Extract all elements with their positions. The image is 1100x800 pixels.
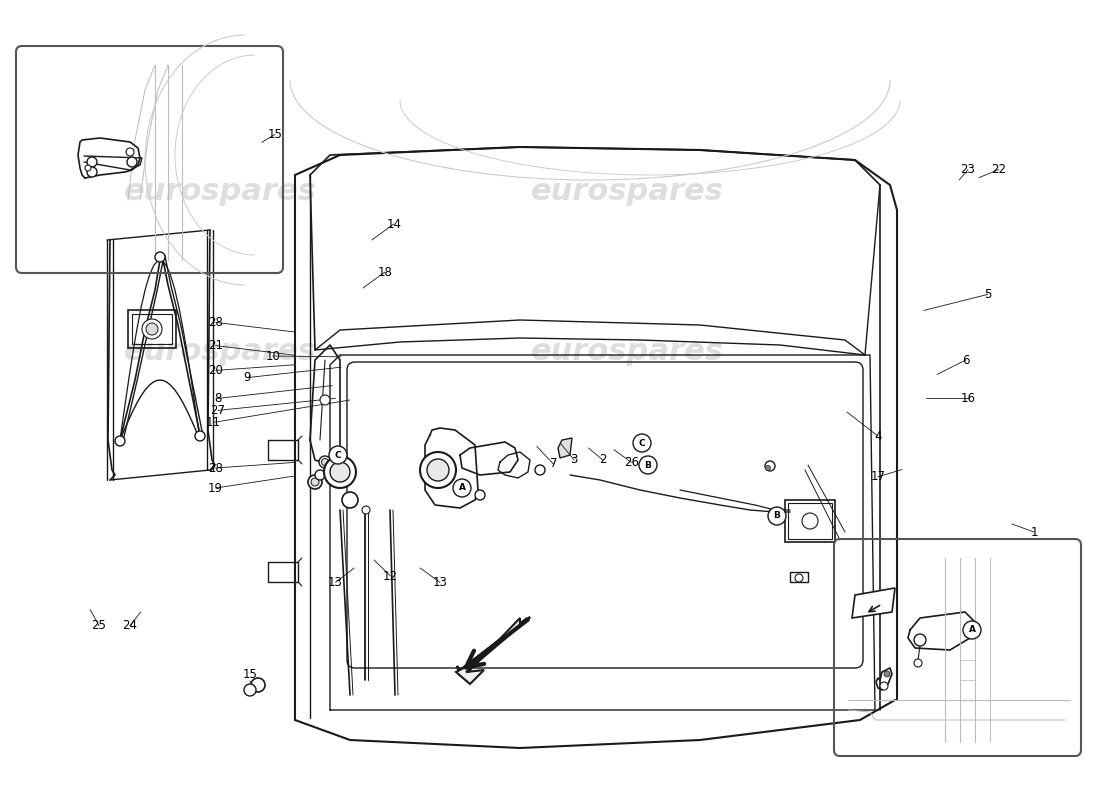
Bar (128, 310, 176, 348)
Text: 8: 8 (214, 392, 221, 405)
Text: B: B (645, 461, 651, 470)
Circle shape (914, 659, 922, 667)
Text: 7: 7 (550, 458, 557, 470)
Text: 19: 19 (208, 482, 223, 494)
Circle shape (116, 436, 125, 446)
Circle shape (535, 465, 544, 475)
Text: 18: 18 (377, 266, 393, 278)
Text: 15: 15 (267, 128, 283, 141)
Bar (790, 572, 808, 582)
Circle shape (453, 479, 471, 497)
Text: 28: 28 (208, 316, 223, 329)
Circle shape (126, 157, 138, 167)
Circle shape (880, 682, 888, 690)
Text: 2: 2 (600, 454, 606, 466)
Text: 14: 14 (386, 218, 402, 230)
Circle shape (155, 252, 165, 262)
Text: 20: 20 (208, 364, 223, 377)
Circle shape (914, 634, 926, 646)
Circle shape (142, 319, 162, 339)
Text: 10: 10 (265, 350, 280, 362)
Bar (788, 503, 832, 539)
Circle shape (362, 506, 370, 514)
Circle shape (632, 434, 651, 452)
Circle shape (320, 395, 330, 405)
Text: 23: 23 (960, 163, 976, 176)
Circle shape (962, 621, 981, 639)
Text: 17: 17 (870, 470, 886, 483)
Text: A: A (968, 626, 976, 634)
Text: eurospares: eurospares (530, 338, 724, 366)
Text: 3: 3 (571, 454, 578, 466)
Text: 21: 21 (208, 339, 223, 352)
Circle shape (884, 671, 890, 677)
Text: eurospares: eurospares (530, 178, 724, 206)
Text: 26: 26 (624, 456, 639, 469)
Circle shape (311, 478, 319, 486)
Text: 25: 25 (91, 619, 107, 632)
Text: 1: 1 (1031, 526, 1037, 538)
Circle shape (324, 456, 356, 488)
Text: 22: 22 (991, 163, 1006, 176)
Circle shape (126, 148, 134, 156)
Circle shape (768, 507, 786, 525)
Text: 9: 9 (244, 371, 251, 384)
Text: eurospares: eurospares (123, 178, 317, 206)
Text: 13: 13 (328, 576, 343, 589)
Text: 13: 13 (432, 576, 448, 589)
Text: eurospares: eurospares (123, 338, 317, 366)
Text: 16: 16 (960, 392, 976, 405)
Circle shape (87, 157, 97, 167)
Circle shape (251, 678, 265, 692)
Bar (785, 500, 835, 542)
Circle shape (766, 466, 770, 470)
Circle shape (329, 446, 346, 464)
Text: 15: 15 (243, 669, 257, 682)
Text: 6: 6 (962, 354, 969, 366)
Bar (132, 314, 172, 344)
Text: 24: 24 (122, 619, 138, 632)
Circle shape (764, 461, 776, 471)
Circle shape (342, 492, 358, 508)
Polygon shape (456, 617, 530, 676)
Circle shape (244, 684, 256, 696)
Circle shape (321, 458, 329, 466)
Circle shape (87, 167, 97, 177)
Text: C: C (639, 438, 646, 447)
Circle shape (639, 456, 657, 474)
Circle shape (315, 470, 324, 480)
Circle shape (475, 490, 485, 500)
Circle shape (146, 323, 158, 335)
Circle shape (795, 574, 803, 582)
Circle shape (85, 165, 91, 171)
Circle shape (802, 513, 818, 529)
Text: A: A (459, 483, 465, 493)
Text: 11: 11 (206, 416, 221, 429)
Circle shape (330, 462, 350, 482)
Polygon shape (456, 618, 520, 684)
Text: 28: 28 (208, 462, 223, 474)
Circle shape (427, 459, 449, 481)
Text: 27: 27 (210, 404, 225, 417)
Circle shape (319, 456, 331, 468)
Text: 12: 12 (383, 570, 398, 582)
Circle shape (308, 475, 322, 489)
Circle shape (420, 452, 456, 488)
Polygon shape (852, 588, 895, 618)
Text: 5: 5 (984, 288, 991, 301)
Text: 4: 4 (874, 430, 881, 442)
Circle shape (195, 431, 205, 441)
Text: C: C (334, 450, 341, 459)
Text: B: B (773, 511, 780, 521)
Polygon shape (558, 438, 572, 458)
